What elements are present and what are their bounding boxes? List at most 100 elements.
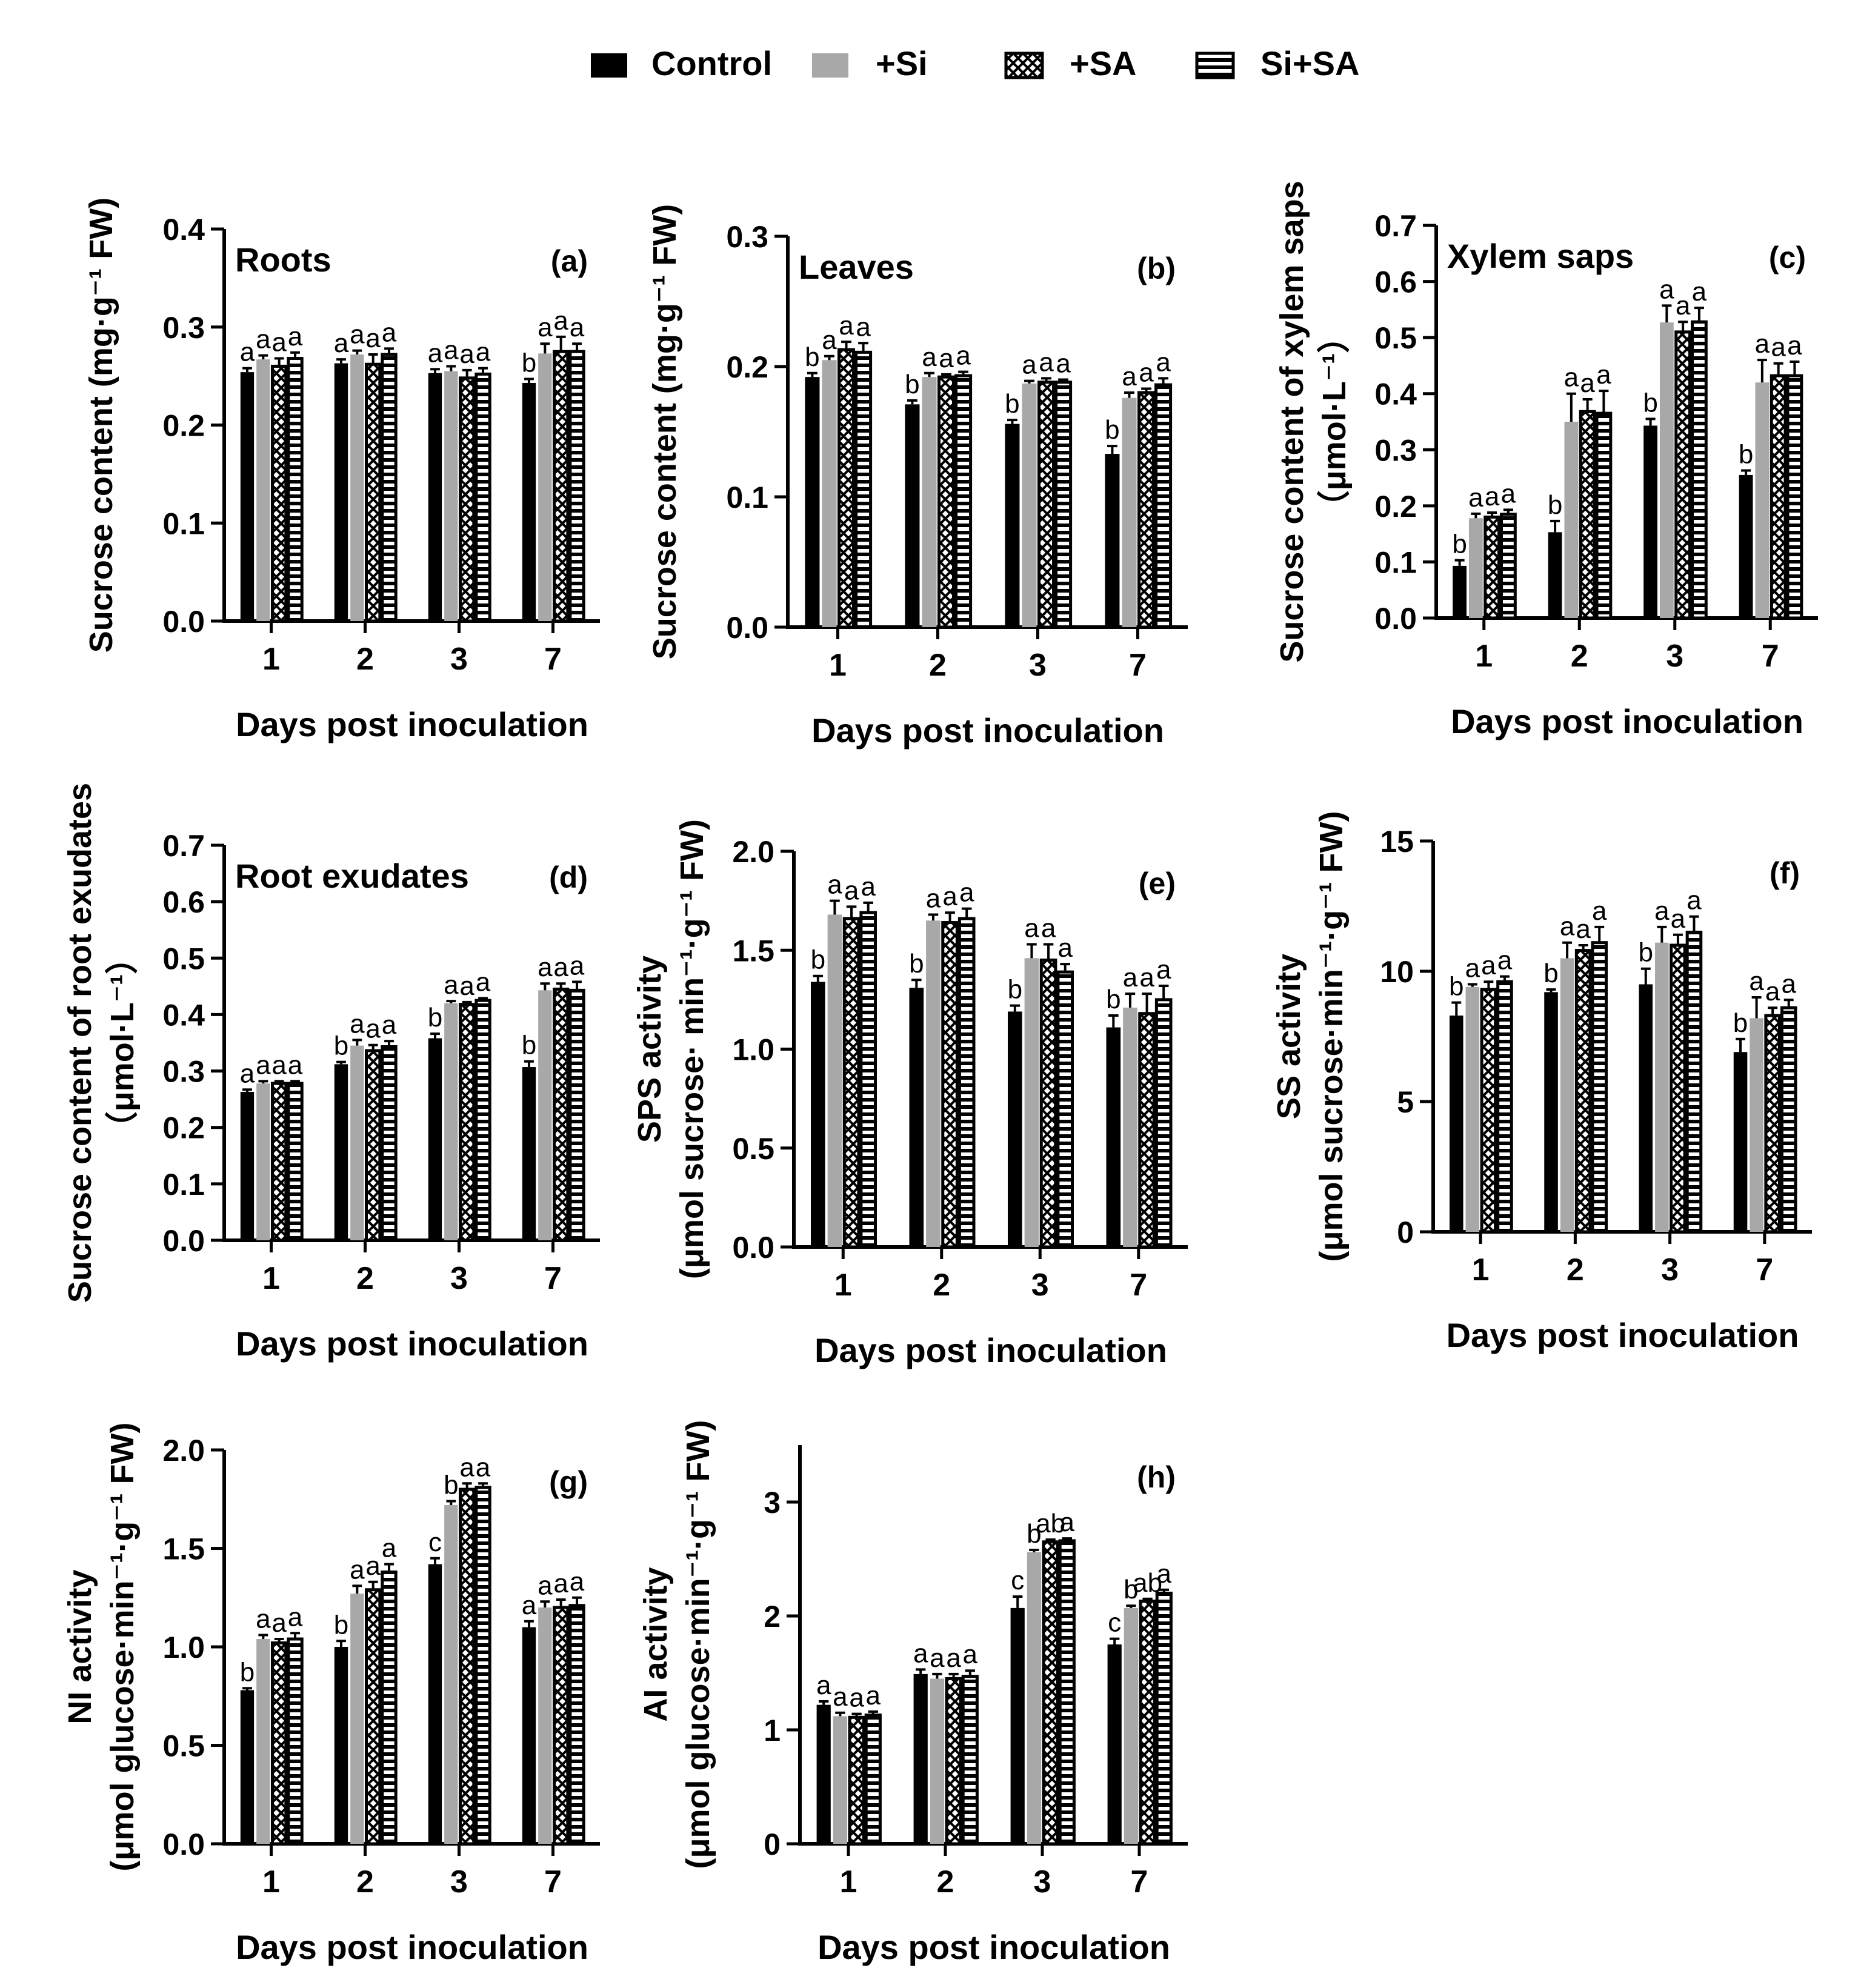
significance-letter-sa: a [365, 324, 381, 353]
bar-sa [1042, 1540, 1059, 1846]
x-tick-label-f: 2 [1567, 1252, 1584, 1288]
x-tick-label-c: 3 [1666, 639, 1683, 674]
bar-sisa [1056, 970, 1074, 1249]
significance-letter-control: b [240, 1657, 255, 1687]
bar-control [1639, 984, 1653, 1232]
significance-letter-sa: a [942, 882, 957, 911]
x-axis-label-d: Days post inoculation [236, 1325, 588, 1363]
bar-sa [365, 1049, 382, 1242]
bar-si [350, 1594, 364, 1844]
significance-letter-si: a [1654, 896, 1670, 926]
significance-letter-sisa: a [288, 1602, 303, 1632]
x-axis-label-e: Days post inoculation [814, 1331, 1167, 1369]
bar-sisa [854, 350, 873, 629]
x-tick-label-e: 1 [834, 1268, 852, 1303]
y-tick-label-f: 10 [1380, 955, 1414, 989]
y-tick-label-a: 0.3 [162, 311, 205, 345]
significance-letter-sisa: a [1501, 479, 1516, 508]
bar-sa [553, 988, 570, 1242]
bar-sisa [1054, 381, 1073, 629]
bar-sisa [381, 353, 398, 623]
legend-swatch-si [812, 53, 848, 78]
panel-label-g: (g) [549, 1465, 588, 1499]
x-tick-label-g: 7 [544, 1864, 562, 1900]
bar-control [428, 373, 442, 621]
significance-letter-control: b [1106, 985, 1120, 1014]
x-axis-label-a: Days post inoculation [236, 705, 588, 743]
significance-letter-si: a [350, 320, 365, 350]
significance-letter-sa: a [365, 1551, 381, 1581]
y-tick-label-c: 0.5 [1374, 321, 1417, 355]
x-tick-label-f: 3 [1661, 1252, 1679, 1288]
bar-si [350, 354, 364, 621]
y-axis-label-c: （μmol·L⁻¹） [1316, 321, 1353, 524]
bar-control [522, 382, 536, 621]
panel-label-e: (e) [1139, 866, 1176, 900]
bar-control [1544, 992, 1558, 1232]
y-tick-label-c: 0.1 [1374, 545, 1417, 579]
significance-letter-control: a [816, 1671, 831, 1700]
y-tick-label-d: 0.7 [162, 829, 205, 863]
significance-letter-sa: a [1771, 333, 1786, 362]
y-axis-label-d: Sucrose content of root exudates [62, 783, 98, 1303]
bar-sisa [1685, 931, 1703, 1234]
legend-label-control: Control [651, 44, 772, 82]
bar-si [444, 1505, 458, 1844]
y-tick-label-e: 0.5 [732, 1132, 774, 1166]
y-tick-label-c: 0.4 [1374, 377, 1417, 411]
bar-sa [1574, 949, 1592, 1234]
bar-sa [945, 1677, 962, 1846]
significance-letter-sa: a [1576, 914, 1591, 944]
significance-letter-sa: a [1671, 904, 1686, 934]
bar-sisa [287, 1082, 304, 1242]
bar-sisa [859, 911, 877, 1249]
legend-label-sisa: Si+SA [1260, 44, 1359, 82]
significance-letter-control: b [1639, 938, 1653, 968]
y-axis-label-g: NI activity [62, 1569, 98, 1724]
significance-letter-sisa: a [1687, 886, 1702, 916]
significance-letter-sisa: a [1497, 946, 1513, 976]
bar-sisa [1500, 513, 1517, 620]
bar-control [334, 1647, 348, 1844]
significance-letter-sisa: a [476, 337, 491, 367]
bar-si [1468, 518, 1483, 618]
y-tick-label-c: 0.7 [1374, 209, 1417, 243]
legend-label-si: +Si [876, 44, 928, 82]
bar-sa [1138, 1012, 1156, 1249]
bar-si [922, 377, 937, 627]
bar-sisa [1595, 411, 1613, 620]
significance-letter-sisa: a [1692, 277, 1707, 307]
significance-letter-control: b [334, 1610, 348, 1640]
x-tick-label-e: 2 [933, 1268, 950, 1303]
x-tick-label-g: 3 [450, 1864, 468, 1900]
x-tick-label-e: 7 [1130, 1268, 1147, 1303]
bar-sa [842, 917, 861, 1249]
significance-letter-control: b [1005, 389, 1019, 419]
panel-title-a: Roots [235, 241, 331, 279]
x-tick-label-a: 2 [356, 642, 374, 677]
legend-label-sa: +SA [1070, 44, 1137, 82]
bar-control [1643, 425, 1657, 618]
bar-control [913, 1674, 928, 1844]
x-axis-label-b: Days post inoculation [811, 711, 1164, 750]
y-tick-label-d: 0.6 [162, 885, 205, 919]
bar-sa [271, 1082, 288, 1242]
y-tick-label-f: 5 [1397, 1085, 1414, 1119]
significance-letter-sa: ab [1036, 1509, 1065, 1538]
y-tick-label-b: 0.1 [726, 480, 768, 514]
significance-letter-si: a [1465, 954, 1480, 983]
significance-letter-sisa: a [570, 951, 585, 980]
bar-sa [1674, 330, 1692, 620]
significance-letter-sisa: a [1156, 347, 1171, 377]
y-axis-label-e: (μmol sucrose· min⁻¹·g⁻¹ FW) [674, 819, 710, 1279]
significance-letter-sisa: a [959, 878, 974, 908]
bar-sisa [1780, 1006, 1797, 1234]
bar-si [350, 1045, 364, 1240]
y-tick-label-d: 0.2 [162, 1111, 205, 1145]
bar-si [833, 1716, 847, 1844]
significance-letter-sisa: a [956, 341, 971, 371]
significance-letter-sa: a [1139, 358, 1154, 388]
significance-letter-sa: a [1676, 291, 1691, 321]
bar-control [240, 1690, 255, 1844]
legend-swatch-sa [1004, 52, 1044, 79]
